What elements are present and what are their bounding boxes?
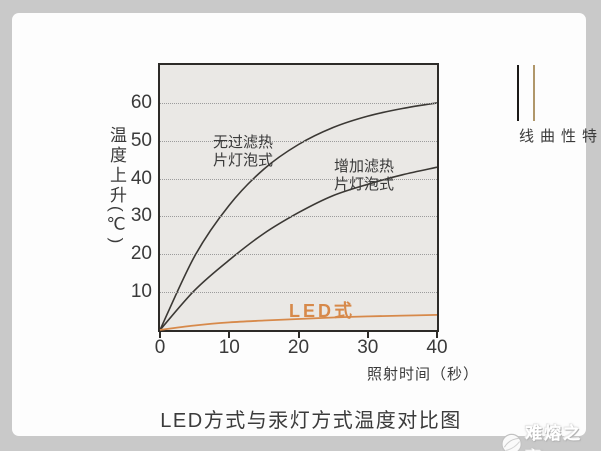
watermark: 难熔之窗 (498, 419, 586, 451)
curve-2 (159, 166, 438, 331)
y-tick-label: 20 (130, 243, 152, 265)
legend-label: 特性曲线 (517, 128, 597, 148)
curves-svg (159, 102, 438, 331)
chart-card: 温度上升(℃) 10 20 30 40 50 60 0 10 20 30 40 无过滤热 片灯泡式… (12, 13, 597, 451)
gridline (160, 140, 437, 142)
legend-tan-line (533, 65, 535, 121)
led-curve-annotation: LED式 (289, 301, 355, 321)
gridline (160, 178, 437, 180)
y-tick-label: 60 (130, 91, 152, 113)
curve2-annotation-line1: 增加滤热 (333, 158, 394, 175)
gridline (160, 102, 437, 104)
y-tick-label: 10 (130, 281, 152, 303)
y-tick-label: 50 (130, 129, 152, 151)
watermark-text: 难熔之窗 (525, 424, 583, 451)
x-tick-mark (159, 332, 161, 338)
x-axis-title: 照射时间（秒） (366, 366, 479, 383)
x-tick-label: 0 (154, 337, 166, 358)
x-tick-mark (297, 332, 300, 338)
y-tick-label: 30 (130, 205, 152, 227)
chart-title: LED方式与汞灯方式温度对比图 (160, 410, 462, 432)
x-tick-label: 30 (357, 337, 379, 358)
plot-area (158, 63, 439, 332)
y-axis-title: 温度上升(℃) (107, 126, 126, 247)
curve1-annotation: 无过滤热 片灯泡式 (202, 134, 284, 170)
curve1-annotation-line1: 无过滤热 (212, 134, 273, 151)
gridline (160, 292, 437, 294)
gridline (160, 216, 437, 218)
curve1-annotation-line2: 片灯泡式 (212, 152, 273, 169)
curve-1 (159, 102, 438, 331)
curve2-annotation: 增加滤热 片灯泡式 (323, 158, 405, 194)
curve-3 (159, 314, 438, 331)
watermark-logo-icon (500, 433, 522, 451)
y-tick-label: 40 (130, 167, 152, 189)
x-tick-label: 10 (218, 337, 240, 358)
x-tick-mark (366, 332, 369, 338)
curve2-annotation-line2: 片灯泡式 (333, 176, 394, 193)
gridline (160, 254, 437, 256)
x-tick-label: 40 (426, 337, 448, 358)
legend-dark-line (517, 65, 519, 121)
x-tick-mark (228, 332, 231, 338)
x-tick-mark (436, 332, 438, 338)
x-tick-label: 20 (287, 337, 310, 358)
